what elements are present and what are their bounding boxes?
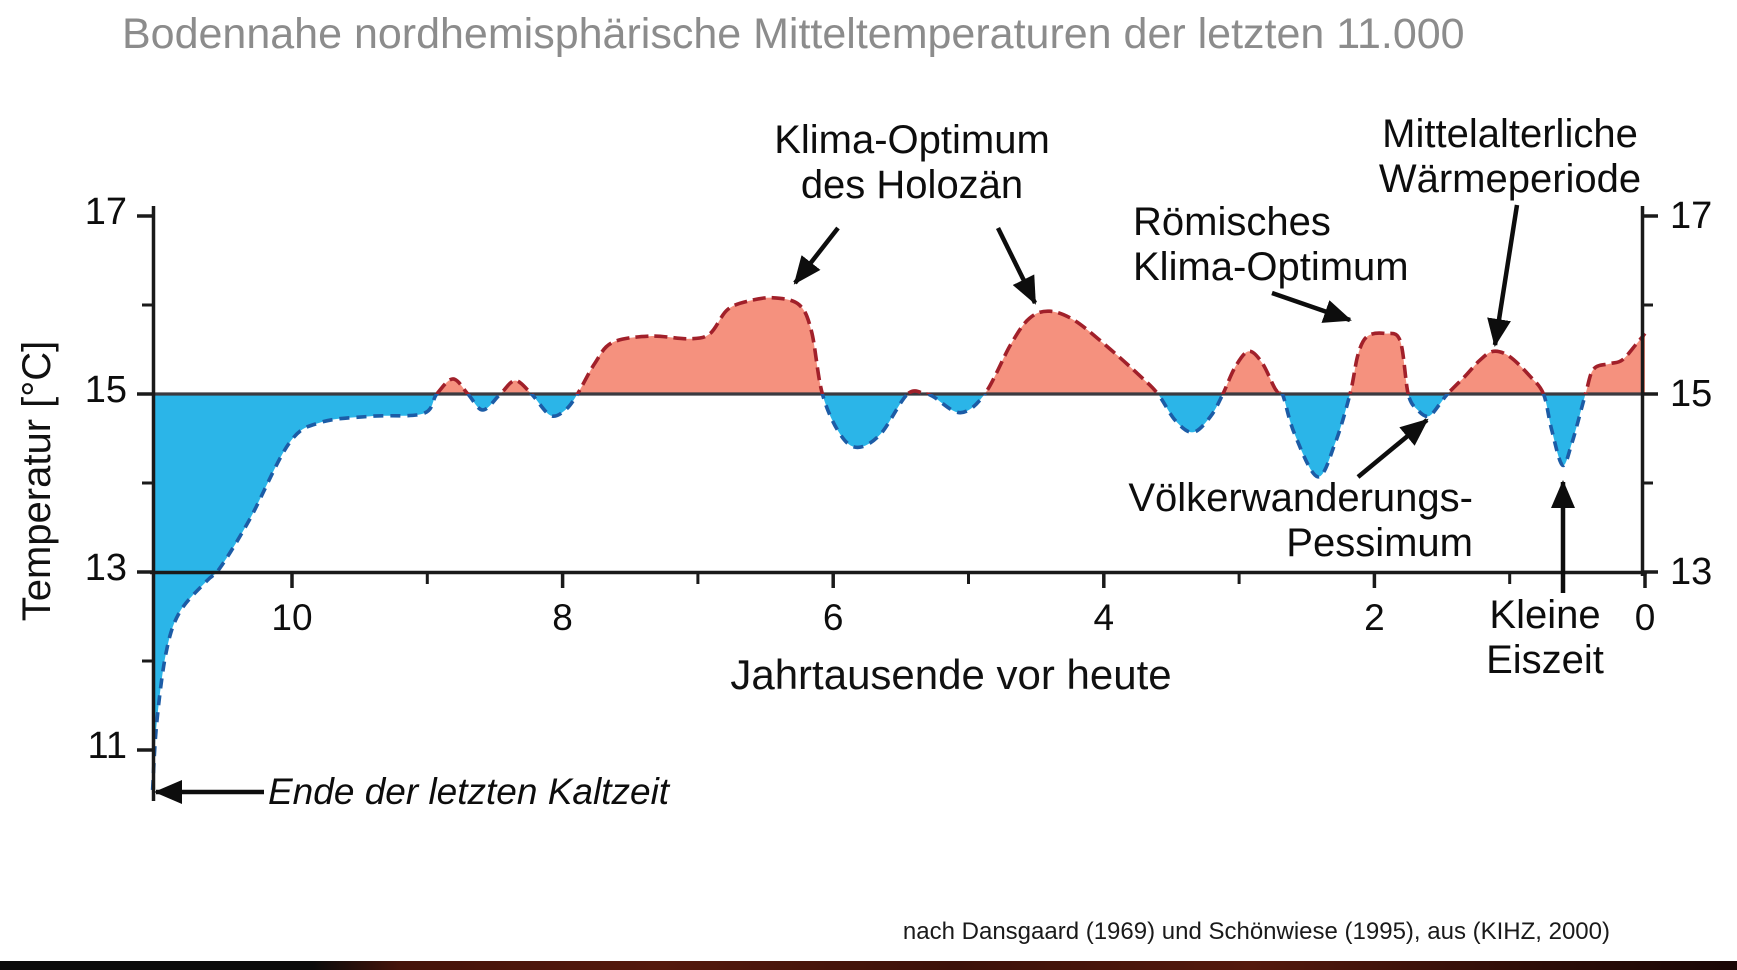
x-tick-label: 6 bbox=[823, 597, 844, 638]
annotation-migration-period-pessimum: Völkerwanderungs- Pessimum bbox=[1128, 476, 1473, 565]
warm-anomaly-area bbox=[152, 297, 1645, 394]
warm-curve-outline bbox=[434, 295, 1647, 394]
x-axis-label: Jahrtausende vor heute bbox=[730, 651, 1172, 698]
annotation-medieval-warm-period: Mittelalterliche Wärmeperiode bbox=[1378, 112, 1642, 201]
axis-ticks bbox=[137, 214, 1658, 752]
x-tick-label: 8 bbox=[552, 597, 573, 638]
source-citation: nach Dansgaard (1969) und Schönwiese (19… bbox=[902, 918, 1610, 945]
arrow-roemisch bbox=[1271, 290, 1352, 323]
bottom-image-strip bbox=[0, 961, 1737, 970]
annotation-roman-optimum: Römisches Klima-Optimum bbox=[1133, 200, 1409, 289]
y-left-tick-label: 15 bbox=[85, 369, 127, 411]
arrow-holozaen-right bbox=[995, 227, 1038, 305]
y-right-tick-label: 17 bbox=[1670, 195, 1712, 237]
x-tick-label: 10 bbox=[271, 597, 312, 638]
axis-tick-labels: 10 8 6 4 2 0 17 15 13 11 17 15 13 bbox=[85, 191, 1713, 767]
annotation-holocene-optimum: Klima-Optimum des Holozän bbox=[774, 118, 1050, 207]
x-tick-label: 2 bbox=[1364, 597, 1385, 638]
y-right-tick-label: 13 bbox=[1670, 551, 1712, 593]
y-left-tick-label: 17 bbox=[85, 191, 127, 233]
x-tick-label: 0 bbox=[1635, 597, 1656, 638]
y-right-tick-label: 15 bbox=[1670, 373, 1712, 415]
annotation-arrows bbox=[154, 204, 1575, 804]
x-tick-label: 4 bbox=[1094, 597, 1115, 638]
y-left-tick-label: 11 bbox=[88, 725, 127, 767]
arrow-holozaen-left bbox=[793, 226, 840, 285]
arrow-voelkerwanderung bbox=[1356, 418, 1429, 479]
y-left-tick-label: 13 bbox=[85, 547, 127, 589]
annotation-little-ice-age: Kleine Eiszeit bbox=[1486, 593, 1604, 682]
chart-title: Bodennahe nordhemisphärische Mitteltempe… bbox=[122, 10, 1465, 58]
y-axis-label: Temperatur [°C] bbox=[15, 340, 59, 622]
annotation-end-of-last-glacial: Ende der letzten Kaltzeit bbox=[268, 771, 670, 812]
arrow-mittelalter bbox=[1487, 204, 1520, 347]
